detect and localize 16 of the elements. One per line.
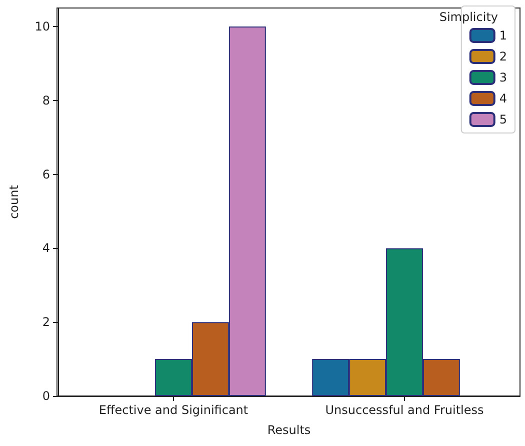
y-tick-label: 2 (42, 315, 50, 330)
legend-label: 4 (499, 92, 508, 106)
y-tick-label: 8 (42, 93, 50, 108)
legend-title: Simplicity (439, 10, 498, 24)
x-tick-label: Effective and Siginificant (98, 403, 248, 417)
x-tick-label: Unsuccessful and Fruitless (325, 403, 484, 417)
legend-label: 1 (499, 28, 508, 42)
y-tick-label: 0 (42, 389, 50, 403)
y-tick-label: 10 (34, 19, 50, 34)
y-tick-label: 6 (42, 167, 50, 182)
legend-label: 3 (499, 70, 508, 84)
y-tick-label: 4 (42, 241, 50, 256)
y-axis-title: count (7, 184, 21, 219)
x-axis-title: Results (267, 423, 311, 437)
legend-label: 2 (499, 50, 508, 64)
legend-label: 5 (499, 112, 508, 126)
